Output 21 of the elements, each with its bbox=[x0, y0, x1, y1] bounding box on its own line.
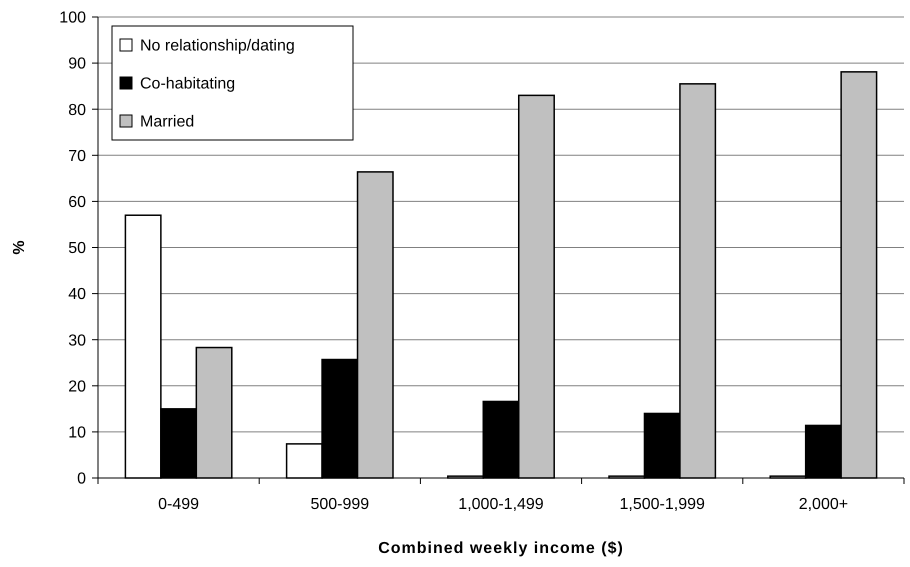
y-tick-label: 60 bbox=[68, 194, 86, 211]
legend-label: Married bbox=[140, 114, 194, 131]
y-tick-label: 70 bbox=[68, 148, 86, 165]
y-tick-label: 10 bbox=[68, 424, 86, 442]
y-tick-label: 20 bbox=[68, 378, 86, 396]
legend-label: Co-habitating bbox=[140, 76, 236, 93]
y-tick-label: 50 bbox=[68, 240, 86, 258]
x-tick-label: 1,500-1,999 bbox=[619, 496, 706, 513]
x-tick-label: 0-499 bbox=[158, 496, 200, 513]
x-tick-label: 2,000+ bbox=[798, 496, 848, 513]
x-axis-title: Combined weekly income ($) bbox=[378, 540, 624, 557]
legend-label: No relationship/dating bbox=[140, 38, 295, 55]
y-tick-label: 40 bbox=[68, 286, 86, 304]
y-tick-label: 30 bbox=[68, 332, 86, 350]
y-tick-label: 80 bbox=[68, 102, 86, 119]
x-tick-label: 500-999 bbox=[310, 496, 370, 513]
y-axis-title: % bbox=[11, 240, 28, 255]
x-tick-label: 1,000-1,499 bbox=[458, 496, 544, 513]
y-tick-label: 0 bbox=[77, 470, 86, 488]
y-tick-label: 100 bbox=[59, 10, 86, 27]
y-tick-label: 90 bbox=[68, 56, 86, 73]
